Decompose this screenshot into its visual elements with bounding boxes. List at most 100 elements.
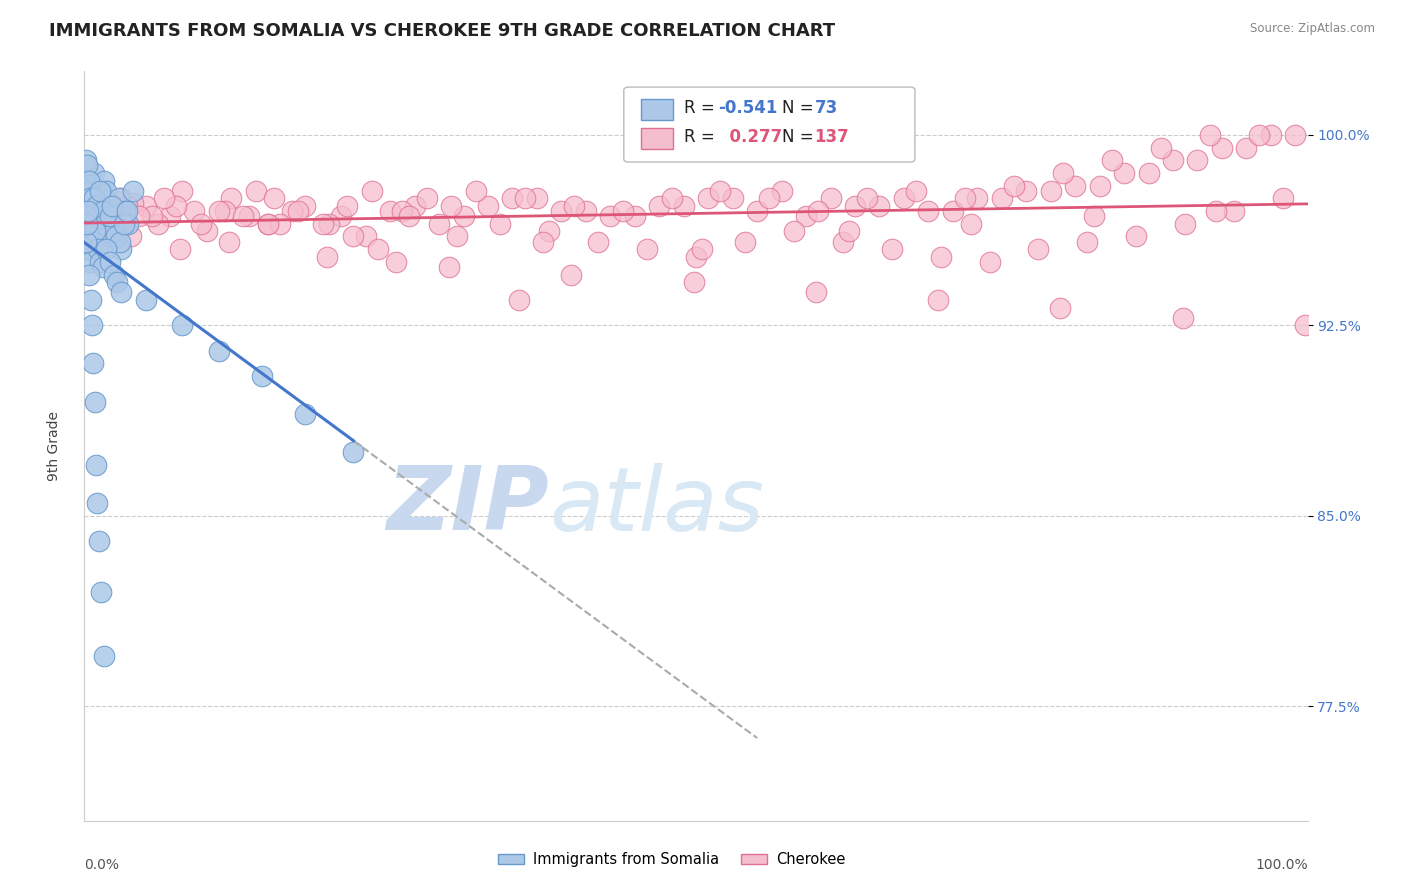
- Point: [312, 217, 335, 231]
- Point: [1083, 209, 1105, 223]
- Point: [1088, 178, 1111, 193]
- Point: [1114, 166, 1136, 180]
- Point: [404, 199, 426, 213]
- Point: [869, 199, 891, 213]
- Point: [97, 229, 120, 244]
- Point: [257, 217, 280, 231]
- Point: [93, 173, 115, 187]
- Point: [96, 242, 118, 256]
- Point: [82, 235, 104, 249]
- Point: [1260, 128, 1282, 142]
- Point: [636, 242, 658, 256]
- Point: [219, 191, 242, 205]
- Point: [838, 224, 860, 238]
- Point: [100, 204, 122, 219]
- Point: [214, 204, 236, 219]
- Point: [250, 369, 273, 384]
- Point: [79, 255, 101, 269]
- Point: [844, 199, 866, 213]
- Point: [385, 255, 408, 269]
- Point: [315, 250, 337, 264]
- Point: [107, 191, 129, 205]
- Point: [1284, 128, 1306, 142]
- Point: [960, 217, 983, 231]
- Point: [86, 229, 108, 244]
- Point: [804, 285, 827, 300]
- Point: [93, 648, 115, 663]
- Point: [103, 268, 125, 282]
- Point: [1236, 140, 1258, 154]
- Point: [79, 184, 101, 198]
- Point: [86, 184, 108, 198]
- Point: [440, 199, 463, 213]
- Point: [80, 199, 103, 213]
- Point: [75, 209, 97, 223]
- Point: [80, 293, 103, 307]
- Point: [79, 268, 101, 282]
- Point: [281, 204, 304, 219]
- Point: [87, 242, 110, 256]
- Point: [880, 242, 903, 256]
- Point: [195, 224, 218, 238]
- Point: [110, 242, 132, 256]
- Point: [1002, 178, 1025, 193]
- Point: [91, 260, 114, 274]
- Point: [612, 204, 634, 219]
- Point: [966, 191, 988, 205]
- Point: [86, 496, 108, 510]
- Point: [104, 204, 127, 219]
- Point: [76, 217, 98, 231]
- Point: [76, 158, 98, 172]
- Point: [115, 204, 138, 219]
- Point: [453, 209, 475, 223]
- Point: [747, 204, 769, 219]
- Point: [427, 217, 450, 231]
- Point: [90, 209, 112, 223]
- Point: [101, 199, 124, 213]
- Point: [79, 199, 101, 213]
- Point: [562, 199, 585, 213]
- Point: [758, 191, 780, 205]
- Point: [437, 260, 460, 274]
- Point: [98, 255, 121, 269]
- Point: [122, 184, 145, 198]
- Point: [1174, 217, 1197, 231]
- Point: [114, 204, 136, 219]
- Point: [1294, 318, 1316, 333]
- Point: [575, 204, 598, 219]
- Text: atlas: atlas: [550, 463, 763, 549]
- Point: [672, 199, 695, 213]
- Point: [905, 184, 928, 198]
- Point: [1205, 204, 1227, 219]
- Point: [77, 224, 100, 238]
- Point: [84, 199, 107, 213]
- Point: [257, 217, 280, 231]
- Point: [538, 224, 561, 238]
- Point: [1247, 128, 1270, 142]
- Point: [942, 204, 965, 219]
- Point: [96, 184, 118, 198]
- Point: [1198, 128, 1220, 142]
- Point: [146, 217, 169, 231]
- Point: [697, 191, 720, 205]
- Legend: Immigrants from Somalia, Cherokee: Immigrants from Somalia, Cherokee: [492, 847, 851, 873]
- Point: [342, 445, 364, 459]
- Point: [83, 166, 105, 180]
- Text: Source: ZipAtlas.com: Source: ZipAtlas.com: [1250, 22, 1375, 36]
- Point: [122, 196, 145, 211]
- Point: [685, 250, 707, 264]
- Point: [391, 204, 413, 219]
- Point: [893, 191, 915, 205]
- Point: [953, 191, 976, 205]
- Point: [398, 209, 420, 223]
- Point: [354, 229, 377, 244]
- Point: [416, 191, 439, 205]
- Point: [929, 250, 952, 264]
- Point: [1064, 178, 1087, 193]
- Point: [87, 217, 110, 231]
- Point: [550, 204, 572, 219]
- Point: [1171, 310, 1194, 325]
- Point: [80, 204, 103, 219]
- Point: [1223, 204, 1246, 219]
- Point: [464, 184, 486, 198]
